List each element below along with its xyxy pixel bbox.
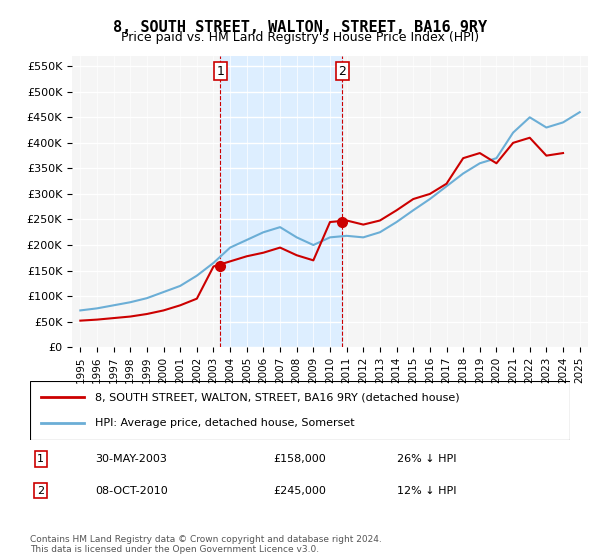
Text: £245,000: £245,000 xyxy=(273,486,326,496)
Text: 8, SOUTH STREET, WALTON, STREET, BA16 9RY: 8, SOUTH STREET, WALTON, STREET, BA16 9R… xyxy=(113,20,487,35)
Text: 2: 2 xyxy=(37,486,44,496)
Bar xyxy=(220,56,343,347)
Text: 26% ↓ HPI: 26% ↓ HPI xyxy=(397,454,457,464)
Text: 12% ↓ HPI: 12% ↓ HPI xyxy=(397,486,457,496)
Text: 08-OCT-2010: 08-OCT-2010 xyxy=(95,486,167,496)
Text: Price paid vs. HM Land Registry's House Price Index (HPI): Price paid vs. HM Land Registry's House … xyxy=(121,31,479,44)
Text: 1: 1 xyxy=(216,65,224,78)
Text: Contains HM Land Registry data © Crown copyright and database right 2024.
This d: Contains HM Land Registry data © Crown c… xyxy=(30,535,382,554)
Text: 8, SOUTH STREET, WALTON, STREET, BA16 9RY (detached house): 8, SOUTH STREET, WALTON, STREET, BA16 9R… xyxy=(95,392,460,402)
Text: HPI: Average price, detached house, Somerset: HPI: Average price, detached house, Some… xyxy=(95,418,355,428)
Text: £158,000: £158,000 xyxy=(273,454,326,464)
Text: 2: 2 xyxy=(338,65,346,78)
Text: 30-MAY-2003: 30-MAY-2003 xyxy=(95,454,167,464)
Text: 1: 1 xyxy=(37,454,44,464)
